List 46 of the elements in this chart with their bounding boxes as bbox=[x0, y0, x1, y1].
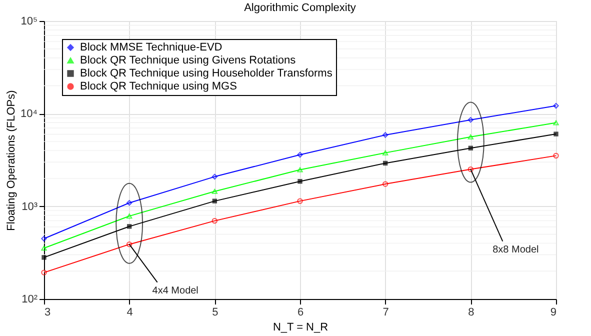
point bbox=[126, 224, 132, 229]
point bbox=[553, 102, 559, 109]
x-axis-title: N_T = N_R bbox=[272, 322, 328, 334]
x-tick-label: 8 bbox=[468, 306, 474, 318]
annotation: 4x4 Model bbox=[152, 285, 198, 296]
annotation: 8x8 Model bbox=[492, 244, 539, 256]
point bbox=[297, 152, 303, 158]
point bbox=[126, 241, 132, 248]
x-tick-label: 5 bbox=[212, 306, 218, 318]
point bbox=[297, 198, 303, 204]
x-tick-label: 9 bbox=[550, 306, 556, 318]
point bbox=[382, 150, 388, 156]
x-tick-label: 7 bbox=[382, 306, 389, 318]
point bbox=[212, 218, 218, 224]
point bbox=[297, 167, 303, 172]
x-tick-label: 6 bbox=[297, 306, 304, 318]
x-tick-label: 4 bbox=[126, 306, 133, 318]
point bbox=[468, 146, 474, 150]
point bbox=[41, 246, 47, 251]
y-tick-label: 10³ bbox=[22, 200, 38, 213]
legend-label: Block QR Technique using Householder Transforms bbox=[80, 68, 333, 80]
point bbox=[41, 236, 47, 242]
point bbox=[212, 174, 218, 180]
point bbox=[468, 166, 474, 172]
point bbox=[468, 134, 474, 140]
point bbox=[126, 214, 132, 219]
point bbox=[42, 255, 46, 260]
legend-label: Block MMSE Technique-EVD bbox=[80, 42, 222, 54]
point bbox=[126, 200, 132, 206]
point bbox=[298, 179, 302, 184]
y-axis-title: Floating Operations (FLOPs) bbox=[6, 90, 18, 231]
y-tick-label: 10⁴ bbox=[20, 108, 38, 120]
point bbox=[212, 198, 218, 204]
y-tick-label: 10⁵ bbox=[20, 16, 38, 28]
point bbox=[382, 160, 388, 166]
point bbox=[212, 188, 218, 194]
point bbox=[468, 117, 474, 123]
point bbox=[382, 181, 388, 187]
chart-title: Algorithmic Complexity bbox=[244, 2, 356, 14]
point bbox=[554, 132, 558, 136]
y-tick-label: 10² bbox=[22, 294, 38, 306]
legend-label: Block QR Technique using Givens Rotations bbox=[80, 54, 296, 66]
point bbox=[382, 132, 388, 138]
legend-label: Block QR Technique using MGS bbox=[80, 80, 237, 92]
x-tick-label: 3 bbox=[44, 306, 51, 318]
point bbox=[553, 120, 559, 126]
